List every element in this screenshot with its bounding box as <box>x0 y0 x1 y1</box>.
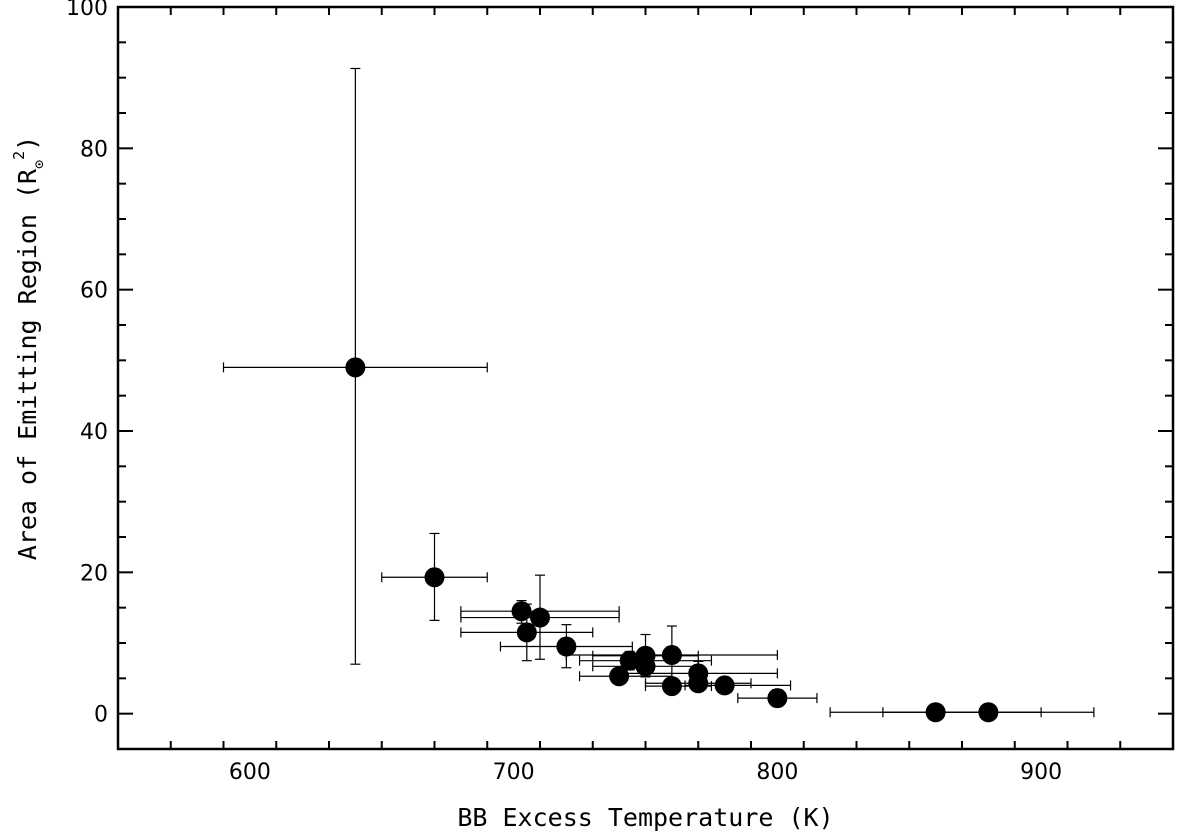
data-point <box>516 622 537 643</box>
data-point <box>661 676 682 697</box>
data-point <box>635 656 656 677</box>
error-bars <box>222 67 1095 718</box>
data-point <box>345 357 366 378</box>
data-point <box>714 675 735 696</box>
data-point <box>609 666 630 687</box>
x-axis-title: BB Excess Temperature (K) <box>457 803 833 832</box>
y-tick-label: 40 <box>80 420 108 445</box>
y-tick-label: 20 <box>80 561 108 586</box>
x-tick-label: 900 <box>1020 760 1062 785</box>
y-axis-title-close: ) <box>13 136 42 151</box>
svg-text:Area of Emitting Region (R⊙2): Area of Emitting Region (R⊙2) <box>10 136 48 560</box>
data-point <box>661 645 682 666</box>
y-tick-label: 80 <box>80 137 108 162</box>
data-point <box>619 650 640 671</box>
x-tick-labels: 600 700 800 900 <box>229 760 1062 785</box>
major-ticks <box>118 6 1173 715</box>
y-axis-title-superscript: 2 <box>10 151 28 160</box>
y-axis-title-text: Area of Emitting Region (R <box>13 168 42 560</box>
y-axis-title-subscript: ⊙ <box>30 160 48 169</box>
data-point <box>530 607 550 628</box>
data-point <box>978 702 999 723</box>
data-points <box>345 357 999 723</box>
x-tick-label: 800 <box>756 760 798 785</box>
plot-frame <box>116 5 1175 751</box>
data-point <box>556 636 577 657</box>
y-axis-title: Area of Emitting Region (R⊙2) <box>10 136 48 560</box>
data-point <box>688 673 709 694</box>
data-point <box>767 688 788 709</box>
data-point <box>925 702 946 723</box>
minor-ticks <box>117 7 1174 749</box>
y-tick-label: 0 <box>94 703 108 728</box>
data-point <box>424 567 445 588</box>
y-tick-labels: 0 20 40 60 80 100 <box>66 0 108 728</box>
y-tick-label: 60 <box>80 279 108 304</box>
y-tick-label: 100 <box>66 0 108 21</box>
x-tick-label: 600 <box>229 760 271 785</box>
data-point <box>511 601 532 622</box>
x-tick-label: 700 <box>493 760 535 785</box>
